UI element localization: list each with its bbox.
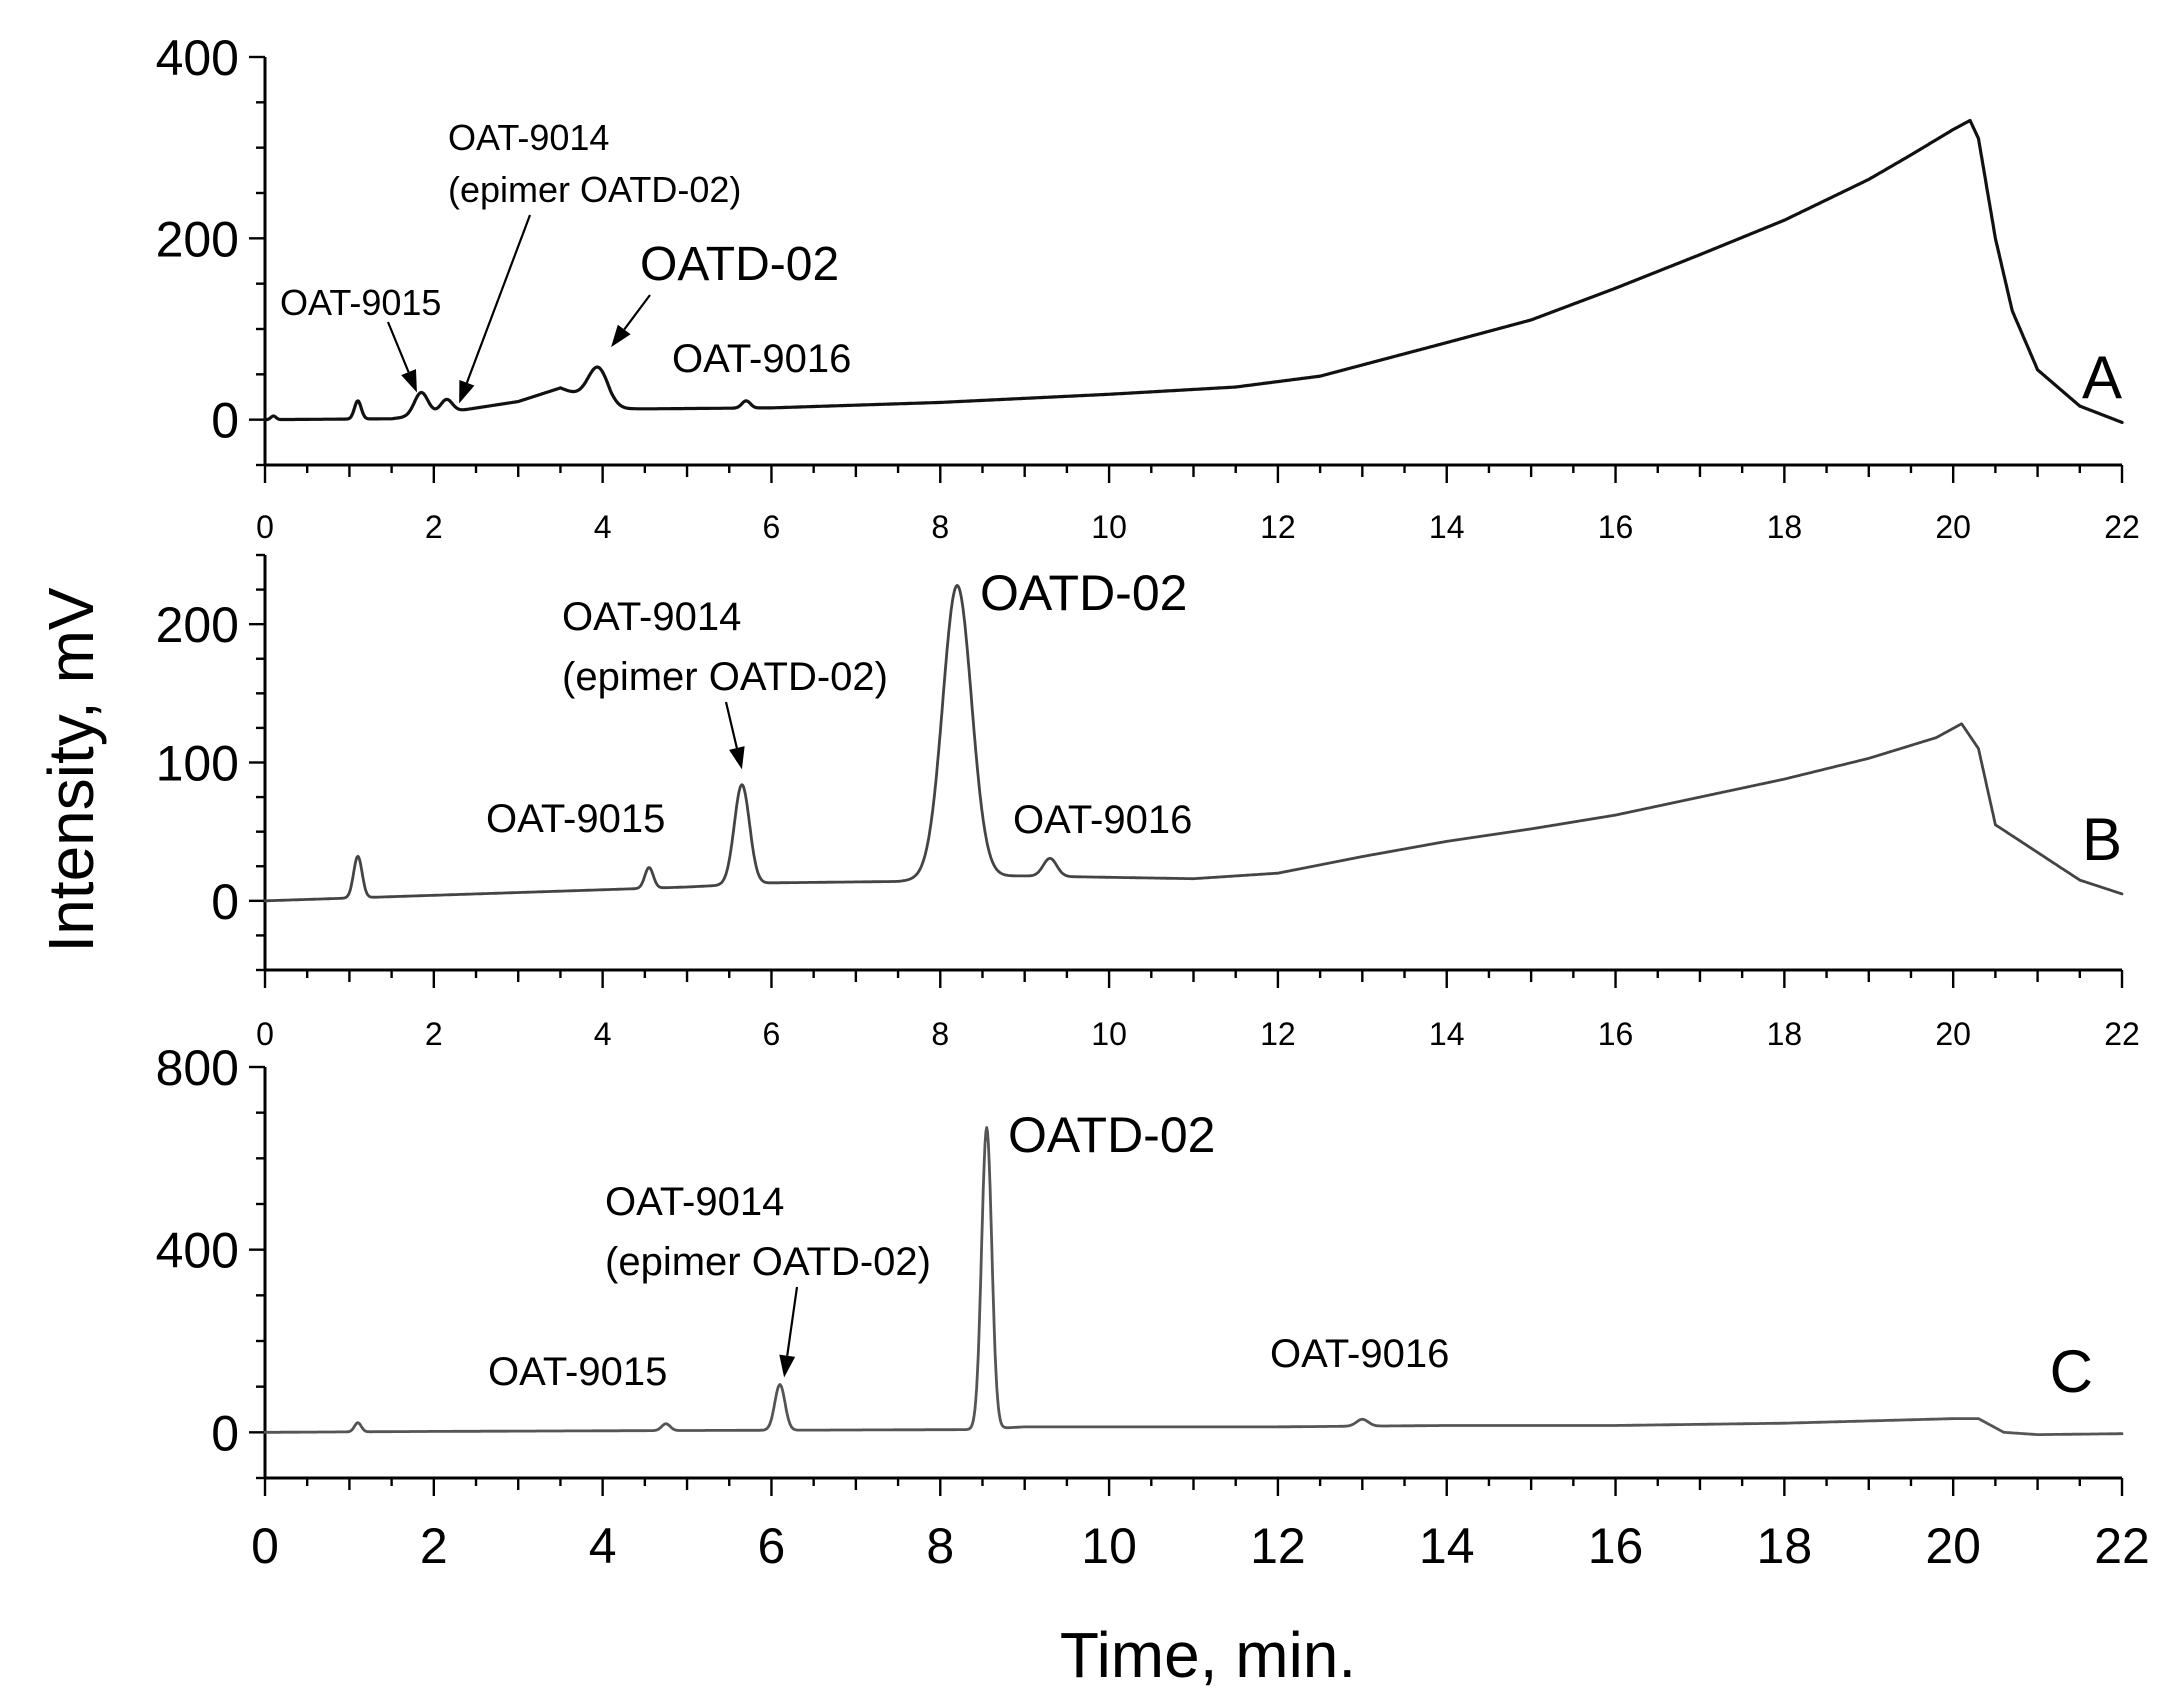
panel-a-trace [263,118,2124,424]
panel-b-annotation: OAT-9016 [1013,798,1192,842]
panel-b-x-tick-label: 8 [931,1016,949,1052]
panel-a: 0 200 400 0 2 4 6 8 10 12 14 16 18 20 22 A OAT-9015 OAT-9… [156,30,2140,545]
panel-c-x-tick-label: 10 [1081,1518,1137,1574]
panel-a-annotation-arrow-shaft [465,214,532,384]
panel-c-y-tick-label: 400 [156,1223,239,1279]
panel-a-x-tick-label: 14 [1429,509,1465,545]
y-axis-label: Intensity, mV [35,587,107,952]
panel-b-annotation: OAT-9014 [562,595,741,639]
panel-b-x-tick-label: 0 [256,1016,274,1052]
panel-c-x-tick-label: 16 [1588,1518,1644,1574]
panel-c-annotation-line2: (epimer OATD-02) [605,1240,931,1284]
panel-b-x-tick-label: 18 [1767,1016,1803,1052]
panel-a-annotation-arrow [459,214,532,404]
panel-c-x-tick-label: 22 [2094,1518,2150,1574]
panel-a-y-tick-label: 400 [156,30,239,86]
panel-b: 0 100 200 0 2 4 6 8 10 12 14 16 18 20 22 B OAT-9015 OAT-9… [156,553,2140,1052]
x-axis-label: Time, min. [1060,1619,1356,1691]
panel-c-annotation: OAT-9015 [488,1350,667,1394]
panel-c-annotation-arrow-head [779,1354,796,1378]
panel-a-annotation: OAT-9016 [672,337,851,381]
panel-a-annotation-line2: (epimer OATD-02) [448,169,741,210]
panel-c-x-tick-label: 14 [1419,1518,1475,1574]
panel-c-annotation: OATD-02 [1008,1107,1215,1163]
panel-b-x-tick-label: 16 [1598,1016,1634,1052]
panel-a-annotation: OATD-02 [640,238,839,291]
panel-c-y-tick-label: 0 [211,1405,239,1461]
panel-c-annotation: OAT-9014 [605,1180,784,1224]
panel-a-annotation-arrow-head [611,324,631,348]
panel-b-annotation-arrow [724,701,745,770]
panel-a-annotation-arrow-shaft [623,294,651,331]
panel-c-x-tick-label: 18 [1757,1518,1813,1574]
panel-a-x-tick-label: 16 [1598,509,1634,545]
panel-a-annotation-arrow-head [459,379,475,404]
panel-b-y-tick-label: 200 [156,597,239,653]
panel-c-x-tick-label: 6 [758,1518,786,1574]
panel-c: 0 400 800 0 2 4 6 8 10 12 14 16 18 20 22 C OAT-9015 OAT-9… [156,1040,2150,1574]
panel-c-x-tick-label: 20 [1925,1518,1981,1574]
panel-a-y-tick-label: 200 [156,211,239,267]
panel-a-x-tick-label: 0 [256,509,274,545]
panel-a-x-tick-label: 2 [425,509,443,545]
panel-c-x-tick-label: 0 [251,1518,279,1574]
panel-c-trace [263,1126,2124,1436]
panel-b-x-tick-label: 14 [1429,1016,1465,1052]
panel-b-x-tick-label: 2 [425,1016,443,1052]
panel-a-annotation-arrow-head [401,369,417,393]
panel-c-x-tick-label: 8 [926,1518,954,1574]
panel-a-x-tick-label: 18 [1767,509,1803,545]
panel-b-x-tick-label: 6 [763,1016,781,1052]
panel-b-x-tick-label: 4 [594,1016,612,1052]
panel-b-annotation-line2: (epimer OATD-02) [562,655,888,699]
panel-b-x-tick-label: 20 [1935,1016,1971,1052]
panel-a-annotation: OAT-9015 [280,282,441,323]
panel-a-annotation-arrow-shaft [386,321,410,373]
panel-a-x-tick-label: 4 [594,509,612,545]
panel-c-x-tick-label: 12 [1250,1518,1306,1574]
panel-b-x-tick-label: 22 [2104,1016,2140,1052]
panel-b-trace [263,584,2124,903]
panel-b-label: B [2082,806,2122,873]
panel-c-x-tick-label: 4 [589,1518,617,1574]
panel-b-annotation-arrow-shaft [724,701,738,749]
panel-a-x-tick-label: 12 [1260,509,1296,545]
panel-c-label: C [2050,1338,2093,1405]
panel-b-y-tick-label: 0 [211,874,239,930]
panel-c-y-tick-label: 800 [156,1040,239,1096]
panel-b-annotation: OAT-9015 [486,797,665,841]
panel-a-x-tick-label: 22 [2104,509,2140,545]
panel-a-x-tick-label: 10 [1091,509,1127,545]
panel-a-x-tick-label: 8 [931,509,949,545]
panel-a-annotation-arrow [611,294,651,348]
panel-b-annotation-arrow-head [729,746,745,770]
panel-a-annotation-arrow [386,321,417,393]
panel-a-y-tick-label: 0 [211,393,239,449]
panel-a-label: A [2082,344,2122,411]
panel-c-annotation: OAT-9016 [1270,1332,1449,1376]
panel-a-x-tick-label: 6 [763,509,781,545]
panel-a-annotation: OAT-9014 [448,117,609,158]
panel-b-x-tick-label: 12 [1260,1016,1296,1052]
panel-c-annotation-arrow [779,1286,799,1378]
panel-b-y-tick-label: 100 [156,736,239,792]
panel-b-x-tick-label: 10 [1091,1016,1127,1052]
panel-c-x-tick-label: 2 [420,1518,448,1574]
panel-b-annotation: OATD-02 [980,565,1187,621]
panel-c-annotation-arrow-shaft [786,1286,799,1356]
panel-a-x-tick-label: 20 [1935,509,1971,545]
